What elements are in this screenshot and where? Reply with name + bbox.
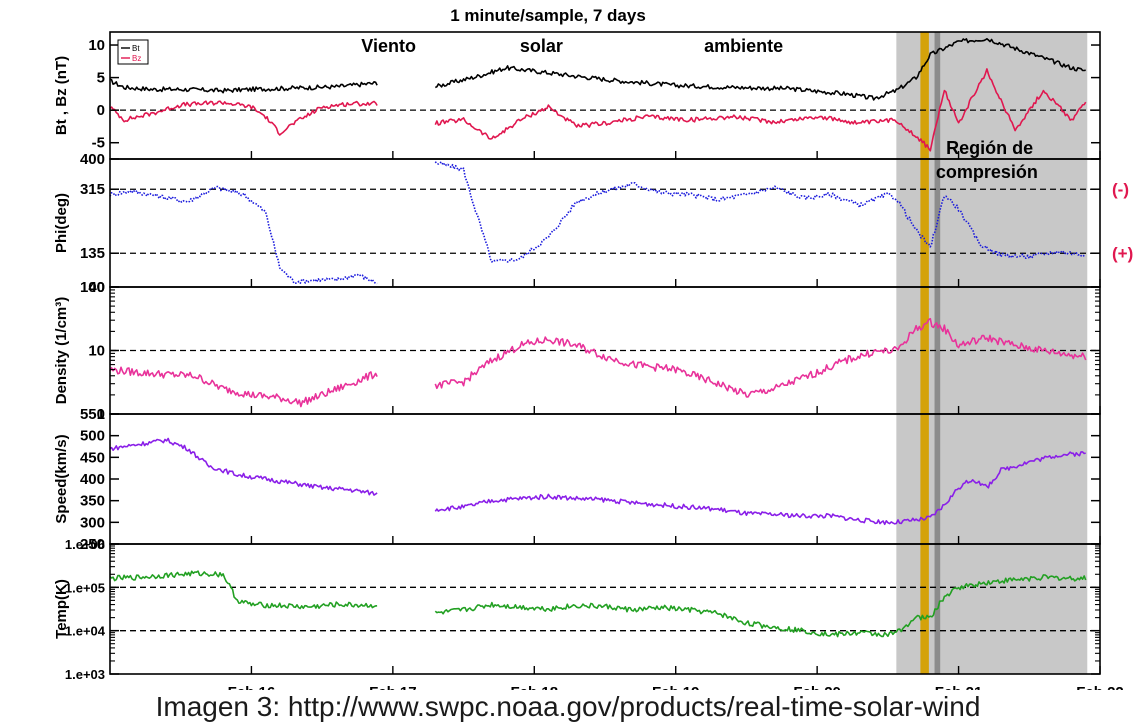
y-tick-label: 1.e+06 [65, 537, 105, 552]
series-density-line [109, 366, 378, 408]
legend-box [117, 39, 149, 65]
magnetic-y-label: Bt , Bz (nT) [53, 56, 70, 135]
x-tick-label: Feb 20 [793, 684, 841, 690]
x-tick-label: Feb 18 [511, 684, 559, 690]
y-tick-label: 40 [88, 279, 105, 296]
series-temp-line [109, 570, 378, 610]
series-temp-line [434, 574, 1087, 638]
legend-bt-label: Bt [132, 44, 140, 53]
y-tick-label: 1.e+05 [65, 580, 105, 595]
y-tick-label: 550 [80, 406, 105, 423]
y-tick-label: 500 [80, 428, 105, 445]
density-y-label: Density (1/cm³) [53, 297, 70, 405]
x-tick-label: Feb 16 [228, 684, 276, 690]
y-tick-label: 1.e+03 [65, 667, 105, 682]
x-tick-label: Feb 22 [1076, 684, 1124, 690]
series-bt-line [109, 78, 378, 94]
y-tick-label: -5 [92, 135, 105, 152]
series-speed-line [109, 437, 378, 496]
y-tick-label: 300 [80, 514, 105, 531]
series-phi-line [434, 161, 1085, 263]
chart-title: 1 minute/sample, 7 days [450, 6, 646, 25]
series-speed-line [434, 451, 1086, 526]
series-density-line [434, 317, 1087, 398]
axes [109, 31, 1101, 675]
shaded-region-shock [920, 32, 929, 674]
y-tick-label: 1 [97, 406, 105, 423]
series-bt-line [434, 37, 1086, 101]
x-tick-label: Feb 21 [935, 684, 983, 690]
series-bz-line [109, 100, 378, 136]
image-caption: Imagen 3: http://www.swpc.noaa.gov/produ… [155, 691, 981, 722]
y-tick-label: 5 [97, 70, 105, 87]
data-series [109, 37, 1087, 638]
y-tick-label: 10 [88, 343, 105, 360]
x-tick-label: Feb 19 [652, 684, 700, 690]
y-tick-label: 250 [80, 536, 105, 553]
annotation-label: compresión [936, 162, 1038, 182]
series-phi-line [109, 185, 378, 285]
solar-wind-chart: 1 minute/sample, 7 days 10 5 0 -5 Bt , Bz (n… [53, 6, 1133, 690]
y-tick-label: 350 [80, 493, 105, 510]
y-tick-label: 315 [80, 181, 105, 198]
y-tick-label: 400 [80, 151, 105, 168]
legend-bz-label: Bz [132, 54, 141, 63]
y-tick-label: 1.e+04 [65, 624, 106, 639]
y-tick-label: 400 [80, 471, 105, 488]
y-tick-label: 100 [80, 279, 105, 296]
annotation-label: Viento [361, 36, 416, 56]
y-tick-label: 0 [97, 102, 105, 119]
annotation-label: Región de [946, 138, 1033, 158]
phi-y-label: Phi(deg) [53, 193, 70, 253]
temperature-y-label: Temp(K) [53, 579, 70, 639]
side-label: (-) [1112, 180, 1129, 199]
y-tick-label: 450 [80, 449, 105, 466]
annotation-label: solar [520, 36, 563, 56]
shaded-region-dark [934, 32, 941, 674]
y-tick-label: 10 [88, 37, 105, 54]
side-label: (+) [1112, 244, 1133, 263]
temperature-panel-frame [109, 543, 1101, 675]
x-tick-label: Feb 17 [369, 684, 417, 690]
y-tick-label: 135 [80, 245, 105, 262]
annotation-label: ambiente [704, 36, 783, 56]
series-bz-line [434, 68, 1087, 152]
chart-labels: 10 5 0 -5 Bt , Bz (nT) 400 315 135 40 Phi(deg) 100… [53, 36, 1133, 690]
speed-y-label: Speed(km/s) [53, 434, 70, 523]
reference-lines [110, 109, 1100, 632]
